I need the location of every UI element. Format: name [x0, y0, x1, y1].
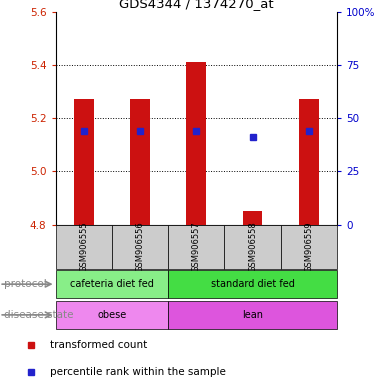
Text: standard diet fed: standard diet fed [211, 279, 295, 289]
Bar [187, 62, 206, 225]
Bar [224, 225, 281, 269]
Bar [112, 225, 168, 269]
Text: GSM906557: GSM906557 [192, 221, 201, 272]
Bar [243, 211, 262, 225]
Text: lean: lean [242, 310, 263, 320]
Bar [281, 225, 337, 269]
Text: obese: obese [97, 310, 126, 320]
Text: GSM906555: GSM906555 [79, 222, 88, 272]
Text: GSM906556: GSM906556 [136, 221, 144, 272]
Bar [74, 99, 93, 225]
Bar [168, 301, 337, 329]
Bar [56, 225, 112, 269]
Text: GSM906559: GSM906559 [304, 222, 313, 272]
Bar [56, 270, 168, 298]
Text: cafeteria diet fed: cafeteria diet fed [70, 279, 154, 289]
Text: percentile rank within the sample: percentile rank within the sample [50, 367, 226, 377]
Bar [56, 301, 168, 329]
Title: GDS4344 / 1374270_at: GDS4344 / 1374270_at [119, 0, 273, 10]
Bar [299, 99, 319, 225]
Text: transformed count: transformed count [50, 340, 147, 350]
Bar [168, 225, 224, 269]
Text: disease state: disease state [4, 310, 73, 320]
Bar [130, 99, 150, 225]
Text: GSM906558: GSM906558 [248, 221, 257, 272]
Bar [168, 270, 337, 298]
Text: protocol: protocol [4, 279, 47, 289]
